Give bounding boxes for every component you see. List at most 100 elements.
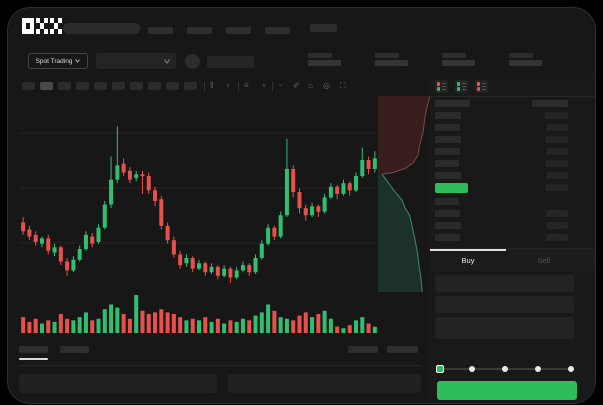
candle-body	[58, 247, 63, 262]
nav-item-placeholder[interactable]	[187, 27, 212, 34]
toolbar-divider	[204, 82, 205, 91]
volume-bar	[266, 304, 271, 333]
volume-bar	[52, 321, 57, 333]
bid-row-price[interactable]	[435, 210, 460, 217]
bid-row-price[interactable]	[435, 198, 459, 205]
timeframe-chip[interactable]	[58, 82, 71, 90]
nav-item-placeholder[interactable]	[310, 24, 337, 32]
depth-line	[381, 174, 423, 292]
settings-icon[interactable]: ◎	[323, 81, 330, 90]
search-input[interactable]	[63, 23, 140, 34]
slider-stop[interactable]	[502, 366, 508, 372]
timeframe-chip[interactable]	[112, 82, 125, 90]
candle-body	[253, 257, 258, 273]
bid-row-price[interactable]	[435, 222, 461, 229]
stat-label-placeholder	[308, 53, 332, 58]
tab-buy[interactable]: Buy	[461, 256, 475, 265]
buy-submit-button[interactable]	[437, 381, 577, 400]
ask-row-price[interactable]	[435, 124, 460, 131]
icon-lines	[462, 83, 466, 90]
book-bids-only-icon[interactable]	[455, 80, 468, 93]
candle-body	[310, 206, 315, 216]
ob-header-price	[435, 100, 470, 107]
volume-bar	[303, 312, 308, 333]
book-asks-only-icon[interactable]	[475, 80, 488, 93]
candle-body	[215, 266, 220, 276]
candle-body	[121, 163, 126, 173]
nav-item-placeholder[interactable]	[265, 27, 290, 34]
stat-value-placeholder	[442, 60, 475, 66]
timeframe-chip[interactable]	[184, 82, 197, 90]
icon-lines	[482, 83, 486, 90]
volume-bar	[153, 312, 158, 333]
candle-body	[197, 263, 201, 269]
book-combined-icon[interactable]	[435, 80, 448, 93]
candle-body	[291, 168, 296, 193]
candle-body	[115, 165, 120, 180]
timeframe-chip[interactable]	[166, 82, 179, 90]
candle-body	[303, 208, 308, 216]
last-price-badge[interactable]	[435, 183, 468, 193]
candle-body	[90, 236, 95, 244]
line-tool-icon[interactable]: ~	[278, 81, 283, 90]
volume-bar	[178, 317, 183, 333]
slider-stop[interactable]	[436, 365, 444, 373]
candle-body	[27, 229, 32, 237]
divider	[19, 365, 421, 366]
market-type-selector[interactable]: Spot Trading	[28, 53, 88, 69]
divider	[430, 96, 595, 97]
pair-selector[interactable]	[96, 53, 176, 69]
bottom-tab-placeholder[interactable]	[19, 346, 48, 353]
ask-row-price[interactable]	[435, 136, 461, 143]
candle-body	[146, 176, 151, 191]
toolbar-divider	[272, 82, 273, 91]
candle-body	[39, 238, 44, 244]
volume-bar	[341, 328, 346, 333]
nav-item-placeholder[interactable]	[226, 27, 251, 34]
ask-row-amount	[546, 136, 568, 143]
timeframe-chip[interactable]	[94, 82, 107, 90]
candle-body	[360, 160, 365, 177]
camera-icon[interactable]: ⌂	[308, 81, 313, 90]
volume-bar	[316, 314, 321, 333]
tab-sell[interactable]: Sell	[537, 256, 551, 265]
chevron-down-icon: ∨	[226, 83, 231, 89]
candle-style-icon[interactable]: ǁ	[210, 81, 214, 90]
trade-tabrow	[430, 249, 595, 271]
bottom-action-placeholder[interactable]	[387, 346, 418, 353]
timeframe-chip[interactable]	[76, 82, 89, 90]
trade-form-field[interactable]	[435, 317, 574, 339]
timeframe-chip[interactable]	[40, 82, 53, 90]
volume-bar	[272, 310, 277, 333]
timeframe-chip[interactable]	[22, 82, 35, 90]
slider-stop[interactable]	[568, 366, 574, 372]
ask-row-price[interactable]	[435, 172, 461, 179]
trade-form-field[interactable]	[435, 296, 574, 313]
ask-row-price[interactable]	[435, 160, 459, 167]
ask-row-price[interactable]	[435, 148, 460, 155]
slider-stop[interactable]	[535, 366, 541, 372]
bottom-tab-placeholder[interactable]	[60, 346, 89, 353]
bid-row-amount	[547, 222, 568, 229]
candle-body	[203, 263, 208, 273]
ask-row-price[interactable]	[435, 112, 461, 119]
timeframe-chip[interactable]	[130, 82, 143, 90]
indicators-icon[interactable]: ≡	[244, 81, 249, 90]
bid-row-price[interactable]	[435, 234, 460, 241]
fullscreen-icon[interactable]: ⛶	[340, 81, 346, 90]
volume-bar	[83, 312, 88, 333]
candle-body	[21, 222, 26, 232]
depth-area	[378, 174, 423, 292]
bottom-action-placeholder[interactable]	[348, 346, 378, 353]
candlestick-chart[interactable]	[20, 108, 378, 294]
timeframe-chip[interactable]	[148, 82, 161, 90]
volume-bar	[215, 318, 220, 333]
volume-bar	[203, 317, 208, 333]
trade-form-field[interactable]	[435, 275, 574, 292]
draw-tool-icon[interactable]: ✐	[293, 81, 300, 90]
volume-bar	[77, 317, 82, 333]
volume-bar	[347, 325, 352, 333]
ticker-stat-group	[509, 53, 542, 66]
slider-stop[interactable]	[469, 366, 475, 372]
nav-item-placeholder[interactable]	[148, 27, 173, 34]
